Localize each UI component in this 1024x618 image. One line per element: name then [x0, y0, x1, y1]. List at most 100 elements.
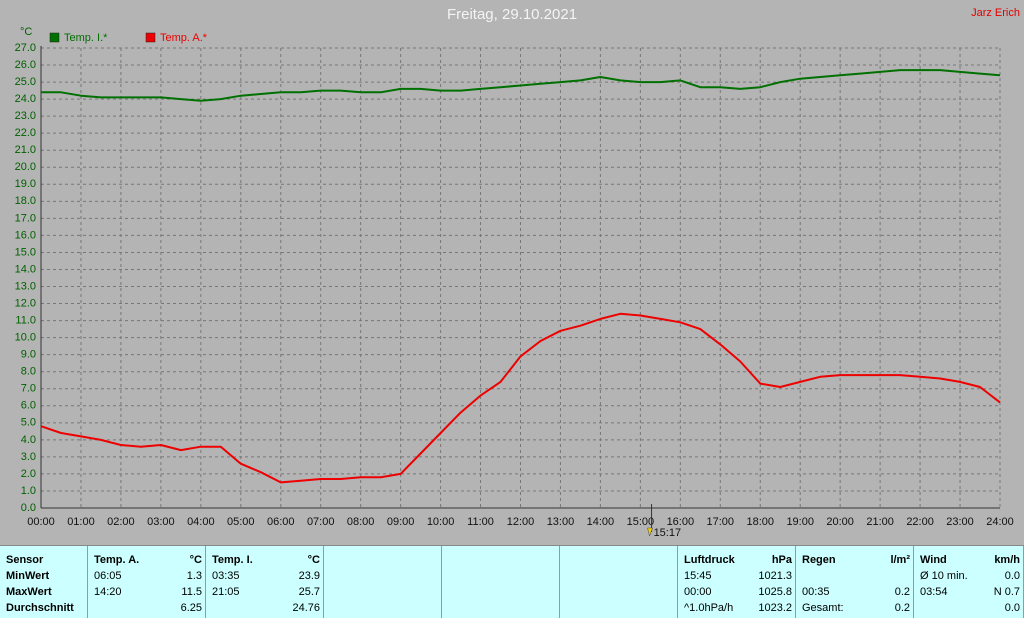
table-cell: 0.0: [1004, 602, 1020, 614]
table-cell: Ø 10 min.: [920, 570, 968, 582]
y-tick-label: 25.0: [15, 76, 36, 88]
y-tick-label: 0.0: [21, 502, 36, 514]
panel-row: 21:05 25.7: [212, 584, 320, 600]
panel-header: Sensor: [6, 552, 84, 568]
y-tick-label: 5.0: [21, 417, 36, 429]
panel-header: Luftdruck hPa: [684, 552, 792, 568]
header-cell: km/h: [994, 554, 1020, 566]
table-cell: 14:20: [94, 586, 122, 598]
table-cell: MinWert: [6, 570, 50, 582]
table-cell: MaxWert: [6, 586, 52, 598]
table-cell: N 0.7: [993, 586, 1020, 598]
stats-panel: Sensor MinWert MaxWert Durchschnitt: [0, 546, 88, 618]
table-cell: 11.5: [181, 586, 202, 598]
marker-arrow: [647, 527, 653, 537]
table-cell: 0.2: [894, 602, 910, 614]
panel-row: MaxWert: [6, 584, 84, 600]
empty-panel: [442, 546, 560, 618]
y-tick-label: 23.0: [15, 110, 36, 122]
table-cell: 00:35: [802, 586, 830, 598]
header-cell: Temp. I.: [212, 554, 253, 566]
header-cell: Sensor: [6, 554, 44, 566]
series-line: [41, 69, 1001, 102]
panel-header: Temp. A. °C: [94, 552, 202, 568]
panel-row: 14:20 11.5: [94, 584, 202, 600]
y-tick-label: 17.0: [15, 212, 36, 224]
table-cell: 15:45: [684, 570, 712, 582]
y-tick-label: 21.0: [15, 144, 36, 156]
table-cell: 03:54: [920, 586, 948, 598]
table-cell: 0.0: [1004, 570, 1020, 582]
table-cell: 0.2: [894, 586, 910, 598]
y-tick-label: 4.0: [21, 434, 36, 446]
table-cell: 21:05: [212, 586, 240, 598]
y-tick-label: 27.0: [15, 42, 36, 54]
table-cell: 1.3: [186, 570, 202, 582]
stats-panel: Luftdruck hPa 15:45 1021.3 00:00 1025.8 ^1.0hP…: [678, 546, 796, 618]
x-tick-label: 21:00: [866, 516, 894, 528]
table-cell: Gesamt:: [802, 602, 844, 614]
x-tick-label: 03:00: [147, 516, 175, 528]
chart: Freitag, 29.10.2021 Jarz Erich °C 0.0 1.0…: [15, 6, 1020, 539]
marker-label: 15:17: [654, 527, 682, 539]
panel-row: Durchschnitt: [6, 600, 84, 616]
x-tick-label: 19:00: [786, 516, 814, 528]
table-cell: 03:35: [212, 570, 240, 582]
panel-row: 03:54 N 0.7: [920, 584, 1020, 600]
x-tick-label: 09:00: [387, 516, 415, 528]
x-tick-label: 07:00: [307, 516, 335, 528]
table-cell: Durchschnitt: [6, 602, 74, 614]
header-cell: Luftdruck: [684, 554, 735, 566]
y-tick-label: 9.0: [21, 349, 36, 361]
x-tick-label: 05:00: [227, 516, 255, 528]
y-tick-label: 1.0: [21, 485, 36, 497]
table-cell: 1025.8: [758, 586, 792, 598]
y-tick-label: 12.0: [15, 297, 36, 309]
x-tick-label: 13:00: [547, 516, 575, 528]
panel-header: Wind km/h: [920, 552, 1020, 568]
header-cell: l/m²: [890, 554, 910, 566]
y-tick-label: 20.0: [15, 161, 36, 173]
x-tick-label: 20:00: [826, 516, 854, 528]
header-cell: Regen: [802, 554, 836, 566]
y-tick-label: 11.0: [15, 314, 36, 326]
panel-row: 00:00 1025.8: [684, 584, 792, 600]
panel-row: 15:45 1021.3: [684, 568, 792, 584]
x-tick-label: 14:00: [587, 516, 615, 528]
y-tick-label: 24.0: [15, 93, 36, 105]
panel-header: Temp. I. °C: [212, 552, 320, 568]
x-tick-label: 23:00: [946, 516, 974, 528]
header-cell: hPa: [771, 554, 792, 566]
table-cell: 00:00: [684, 586, 712, 598]
legend-label: Temp. I.*: [64, 32, 108, 44]
panel-row: Ø 10 min. 0.0: [920, 568, 1020, 584]
x-tick-label: 18:00: [746, 516, 774, 528]
empty-panel: [324, 546, 442, 618]
panel-row: MinWert: [6, 568, 84, 584]
panel-row: 0.0: [920, 600, 1020, 616]
x-tick-label: 01:00: [67, 516, 95, 528]
panel-row: 00:35 0.2: [802, 584, 910, 600]
legend-swatch: [49, 32, 60, 43]
y-tick-label: 8.0: [21, 366, 36, 378]
author: Jarz Erich: [971, 7, 1020, 19]
y-unit: °C: [20, 26, 32, 38]
header-cell: Temp. A.: [94, 554, 140, 566]
table-cell: 06:05: [94, 570, 122, 582]
y-tick-label: 7.0: [21, 383, 36, 395]
x-tick-label: 04:00: [187, 516, 215, 528]
stats-table: Sensor MinWert MaxWert Durchschnitt Temp. A.…: [0, 545, 1024, 618]
x-tick-label: 17:00: [707, 516, 735, 528]
stats-panel: Wind km/h Ø 10 min. 0.0 03:54 N 0.7 0.0: [914, 546, 1024, 618]
y-tick-label: 2.0: [21, 468, 36, 480]
table-cell: 1021.3: [758, 570, 792, 582]
header-cell: Wind: [920, 554, 947, 566]
x-tick-label: 06:00: [267, 516, 295, 528]
x-tick-label: 02:00: [107, 516, 135, 528]
empty-panel: [560, 546, 678, 618]
panel-row: 24.76: [212, 600, 320, 616]
x-tick-label: 08:00: [347, 516, 375, 528]
panel-row: 06:05 1.3: [94, 568, 202, 584]
legend-swatch: [145, 32, 156, 43]
